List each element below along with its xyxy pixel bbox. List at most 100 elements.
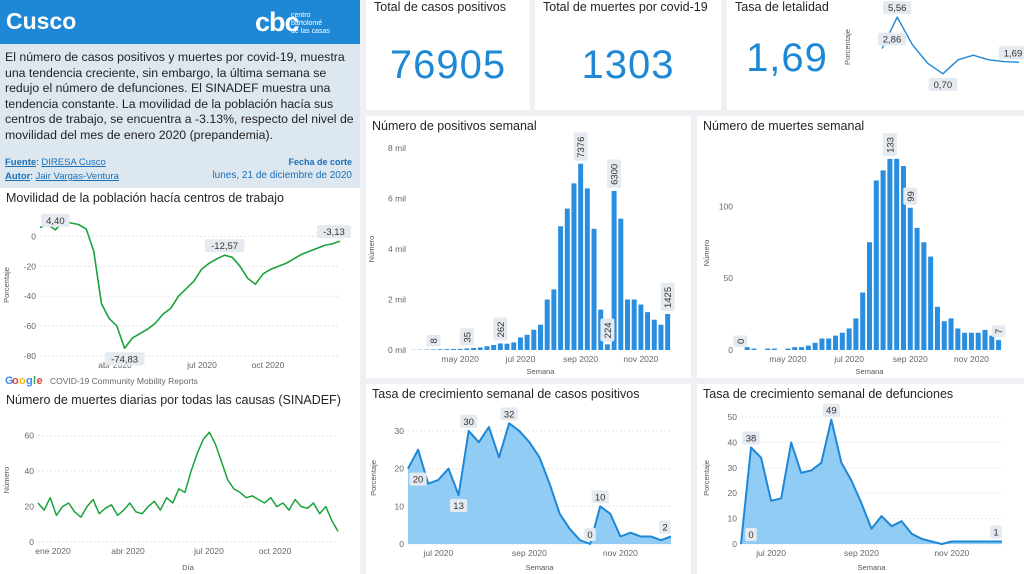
bar: [962, 332, 968, 350]
y-tick-label: 100: [719, 201, 733, 211]
bar: [989, 335, 995, 350]
svg-text:1,69: 1,69: [1004, 48, 1023, 59]
data-label: 38: [742, 431, 760, 445]
deaths-weekly-chart: 0 50 100 Número Semana may 2020 jul 2020 sep 20…: [702, 133, 1006, 376]
x-axis-label: Semana: [856, 367, 885, 376]
bar: [484, 346, 490, 350]
x-tick-label: jul 2020: [193, 546, 224, 556]
source-link[interactable]: DIRESA Cusco: [41, 157, 106, 168]
growth-deaths-panel: Tasa de crecimiento semanal de defuncion…: [697, 384, 1024, 574]
svg-text:20: 20: [413, 475, 424, 486]
y-tick-label: 30: [395, 426, 405, 436]
lethality-chart: Porcentaje 2,86 5,56 0,70 1,69: [843, 1, 1024, 91]
y-axis-label: Porcentaje: [369, 460, 378, 496]
y-tick-label: -80: [24, 351, 37, 361]
bar: [982, 329, 988, 350]
x-tick-label: sep 2020: [512, 548, 547, 558]
data-label: 224: [600, 318, 615, 342]
bar: [524, 334, 530, 350]
bar: [604, 344, 610, 350]
cbc-logo: cbc centro bartolomé de las casas: [255, 7, 355, 38]
bar: [996, 339, 1002, 350]
bar: [457, 348, 463, 350]
bar: [638, 304, 644, 350]
y-tick-label: 30: [728, 463, 738, 473]
bar: [894, 158, 900, 350]
bar: [477, 347, 483, 350]
author-label: Autor: [5, 171, 31, 182]
bar: [934, 306, 940, 350]
svg-text:-74,83: -74,83: [111, 354, 138, 365]
data-label: 99: [903, 187, 918, 205]
summary-panel: El número de casos positivos y muertes p…: [0, 44, 360, 188]
positives-weekly-panel: Número de positivos semanal 0 mil 2 mil 4 …: [366, 116, 691, 378]
data-label: 2,86: [877, 32, 907, 46]
svg-text:35: 35: [462, 332, 473, 343]
x-tick-label: oct 2020: [252, 360, 285, 370]
svg-text:7: 7: [994, 329, 1005, 334]
bar: [839, 332, 845, 350]
author-line: Autor: Jair Vargas-Ventura: [5, 171, 119, 182]
bar: [651, 319, 657, 350]
author-link[interactable]: Jair Vargas-Ventura: [35, 171, 119, 182]
y-tick-label: 10: [728, 514, 738, 524]
data-label: -12,57: [204, 239, 245, 253]
y-tick-label: 20: [25, 502, 35, 512]
bar: [751, 348, 757, 350]
svg-text:30: 30: [463, 417, 474, 428]
svg-text:38: 38: [746, 434, 757, 445]
y-tick-label: 50: [724, 273, 734, 283]
data-label: 35: [459, 328, 474, 346]
mobility-panel: Movilidad de la población hacía centros …: [0, 188, 360, 390]
bar: [631, 299, 637, 350]
sinadef-panel: Número de muertes diarias por todas las …: [0, 390, 360, 574]
x-tick-label: jul 2020: [833, 354, 864, 364]
bar: [551, 289, 557, 350]
svg-text:2,86: 2,86: [883, 35, 902, 46]
svg-text:262: 262: [496, 322, 507, 338]
y-axis-label: Porcentaje: [843, 29, 852, 65]
bar: [531, 329, 537, 350]
svg-text:13: 13: [453, 501, 464, 512]
chart-title: Tasa de crecimiento semanal de casos pos…: [372, 387, 640, 401]
series-line: [407, 422, 672, 545]
bar: [497, 343, 503, 350]
bar: [430, 349, 436, 350]
y-tick-label: 20: [728, 488, 738, 498]
data-label: -3,13: [317, 225, 351, 239]
bar: [504, 343, 510, 350]
google-logo-letter: G: [5, 375, 14, 387]
y-tick-label: 20: [395, 464, 405, 474]
data-label: 5,56: [883, 1, 912, 15]
bar: [658, 324, 664, 350]
x-axis-label: Semana: [858, 563, 887, 572]
y-tick-label: -20: [24, 261, 37, 271]
svg-text:99: 99: [906, 191, 917, 202]
y-axis-label: Porcentaje: [2, 267, 11, 303]
cutoff-date-value: lunes, 21 de diciembre de 2020: [212, 170, 352, 181]
bar: [584, 188, 590, 350]
data-label: 0,70: [928, 77, 958, 91]
bar: [665, 314, 671, 350]
bar: [921, 242, 927, 350]
svg-text:133: 133: [885, 137, 896, 153]
x-tick-label: nov 2020: [954, 354, 989, 364]
bar: [887, 158, 893, 350]
x-tick-label: jul 2020: [505, 354, 536, 364]
x-axis-label: Día: [182, 563, 195, 572]
y-axis-label: Número: [2, 467, 11, 494]
x-tick-label: jul 2020: [755, 548, 786, 558]
data-label: 4,40: [41, 213, 70, 227]
bar: [799, 347, 805, 350]
kpi-title: Tasa de letalidad: [735, 0, 829, 14]
bar: [955, 328, 961, 350]
x-tick-label: jul 2020: [422, 548, 453, 558]
bar: [873, 180, 879, 350]
svg-text:5,56: 5,56: [888, 3, 907, 14]
chart-title: Movilidad de la población hacía centros …: [6, 191, 284, 205]
svg-text:0,70: 0,70: [934, 80, 953, 91]
bar: [792, 347, 798, 350]
svg-text:-12,57: -12,57: [211, 241, 238, 252]
